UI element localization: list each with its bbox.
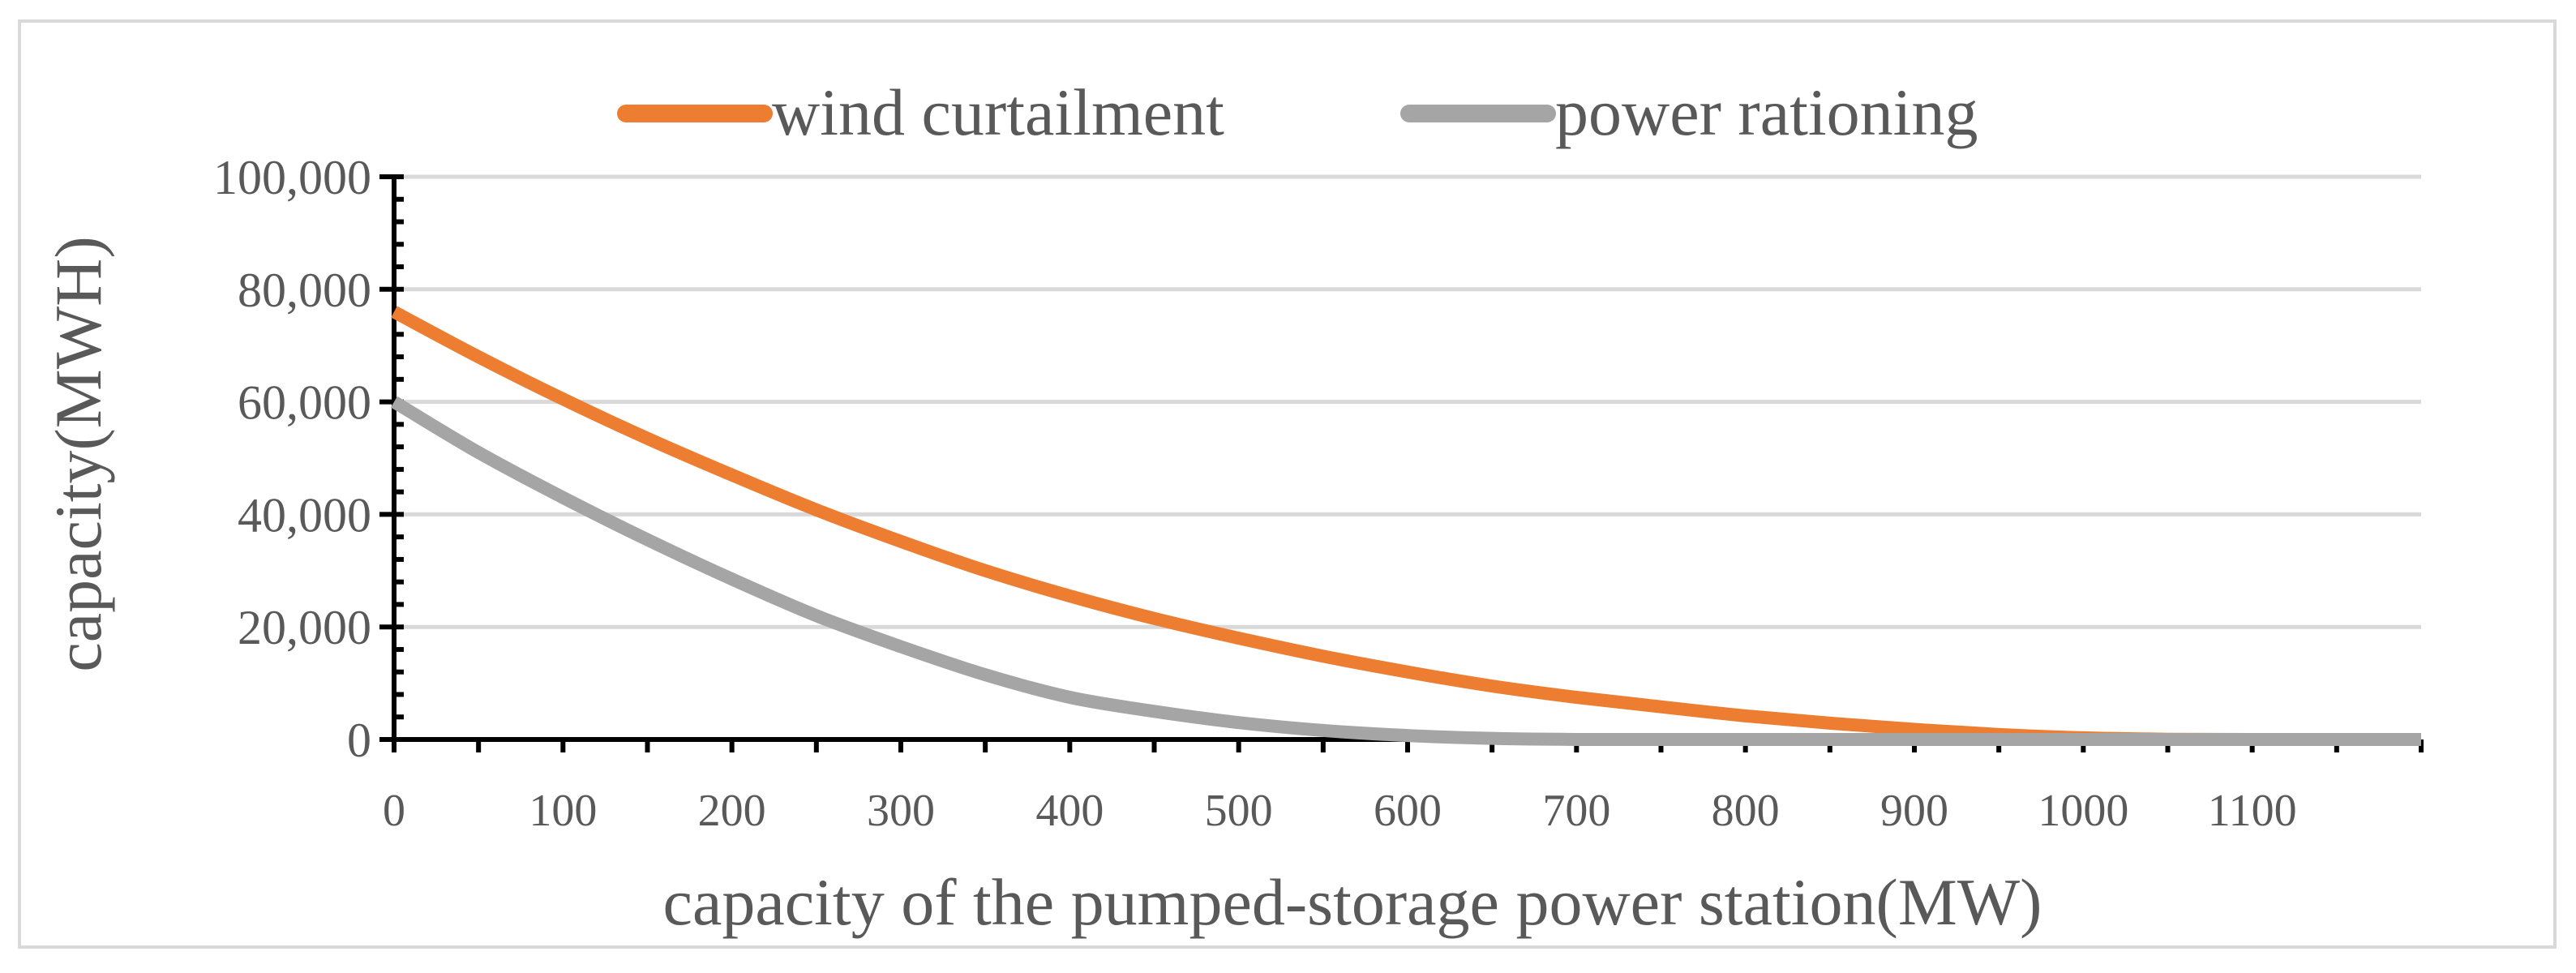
y-tick-label-4: 80,000 (238, 264, 371, 317)
x-tick-label-3: 300 (867, 786, 935, 836)
x-tick-label-2: 200 (698, 786, 766, 836)
x-axis-title: capacity of the pumped-storage power sta… (663, 865, 2042, 939)
y-tick-label-3: 60,000 (238, 376, 371, 430)
x-tick-label-8: 800 (1712, 786, 1780, 836)
tick-labels: 0 20,000 40,000 60,000 80,000 100,000 0 100 200 3… (213, 151, 2297, 836)
x-tick-label-6: 600 (1374, 786, 1442, 836)
legend: wind curtailment power rationing (617, 75, 1978, 149)
y-axis-title: capacity(MWH) (41, 236, 115, 671)
y-tick-label-2: 40,000 (238, 488, 371, 542)
x-tick-label-7: 700 (1542, 786, 1610, 836)
x-tick-label-5: 500 (1205, 786, 1273, 836)
legend-label-power-rationing: power rationing (1555, 75, 1978, 149)
x-tick-label-1: 100 (529, 786, 597, 836)
x-tick-label-10: 1000 (2038, 786, 2128, 836)
series-lines (390, 306, 2421, 747)
gridlines (394, 174, 2421, 629)
x-tick-label-9: 900 (1880, 786, 1948, 836)
series-line-power-rationing (390, 396, 2421, 747)
x-tick-label-4: 400 (1035, 786, 1104, 836)
y-tick-label-1: 20,000 (238, 601, 371, 654)
x-tick-label-0: 0 (383, 786, 405, 836)
y-tick-label-0: 0 (347, 714, 371, 767)
x-tick-label-11: 1100 (2208, 786, 2297, 836)
chart-frame (18, 19, 2557, 949)
y-tick-label-5: 100,000 (213, 151, 371, 204)
series-line-wind-curtailment (391, 306, 2421, 747)
legend-label-wind-curtailment: wind curtailment (772, 75, 1224, 149)
